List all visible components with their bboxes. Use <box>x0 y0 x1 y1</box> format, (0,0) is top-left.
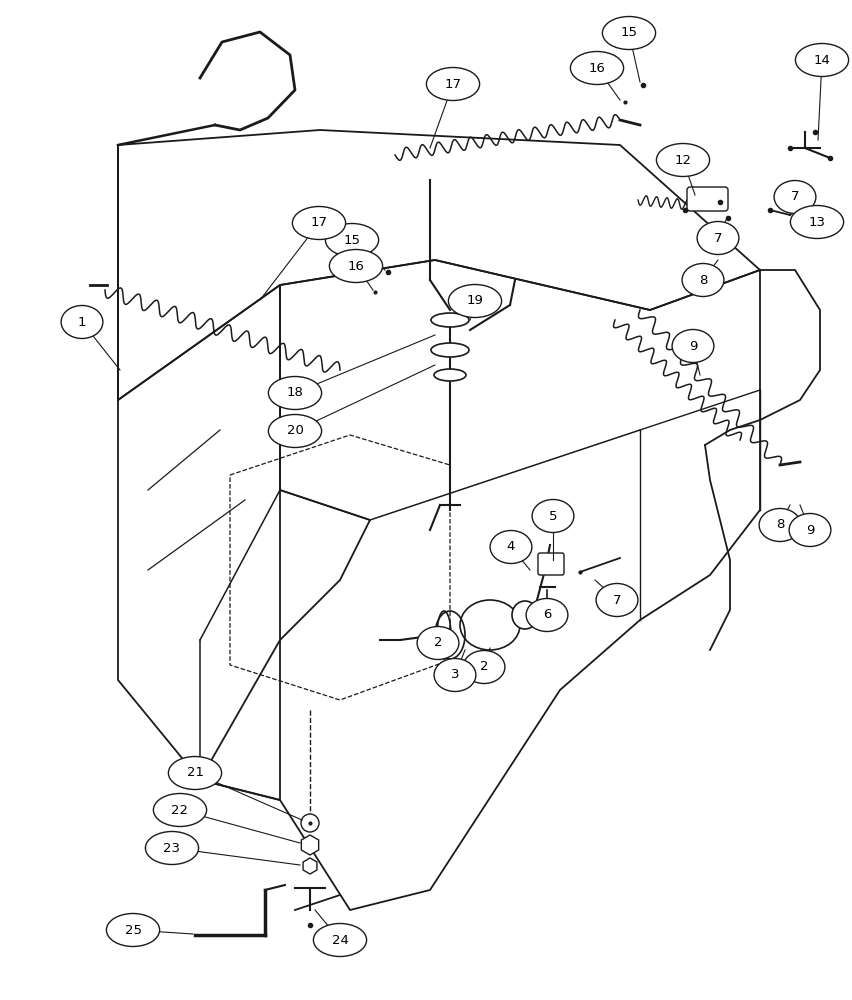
Text: 17: 17 <box>445 78 462 91</box>
Text: 7: 7 <box>791 190 799 204</box>
Text: 15: 15 <box>343 233 360 246</box>
Text: 21: 21 <box>187 766 204 780</box>
Ellipse shape <box>61 306 103 338</box>
Text: 14: 14 <box>814 53 831 66</box>
Text: 8: 8 <box>776 518 784 532</box>
Text: 7: 7 <box>613 593 621 606</box>
Text: 9: 9 <box>806 524 815 536</box>
Text: 2: 2 <box>434 637 442 650</box>
Ellipse shape <box>146 832 199 864</box>
Ellipse shape <box>490 530 532 564</box>
Ellipse shape <box>314 924 366 956</box>
Text: 25: 25 <box>124 924 141 936</box>
Text: 8: 8 <box>699 273 707 286</box>
Ellipse shape <box>682 263 724 296</box>
FancyBboxPatch shape <box>687 187 728 211</box>
Text: 19: 19 <box>467 294 483 308</box>
Ellipse shape <box>774 180 816 214</box>
Text: 24: 24 <box>331 934 348 946</box>
Text: 23: 23 <box>164 842 181 854</box>
Ellipse shape <box>602 16 655 49</box>
Text: 4: 4 <box>507 540 515 554</box>
Ellipse shape <box>463 650 505 684</box>
Ellipse shape <box>268 414 321 448</box>
Ellipse shape <box>789 514 831 546</box>
Ellipse shape <box>325 224 378 256</box>
Circle shape <box>301 814 319 832</box>
Text: 6: 6 <box>543 608 551 621</box>
Ellipse shape <box>417 626 459 660</box>
Ellipse shape <box>656 143 710 176</box>
Ellipse shape <box>431 313 469 327</box>
Text: 20: 20 <box>286 424 303 438</box>
Ellipse shape <box>431 343 469 357</box>
Text: 3: 3 <box>451 668 459 682</box>
Ellipse shape <box>268 376 321 410</box>
FancyBboxPatch shape <box>538 553 564 575</box>
Text: 7: 7 <box>714 232 722 244</box>
Text: 9: 9 <box>688 340 697 353</box>
Text: 13: 13 <box>809 216 826 229</box>
Text: 1: 1 <box>78 316 86 328</box>
Ellipse shape <box>796 43 849 77</box>
Text: 12: 12 <box>675 153 692 166</box>
Ellipse shape <box>512 601 538 629</box>
Text: 5: 5 <box>549 510 557 522</box>
Ellipse shape <box>435 658 476 692</box>
Ellipse shape <box>759 508 801 542</box>
Ellipse shape <box>292 207 346 239</box>
Ellipse shape <box>330 249 383 282</box>
Ellipse shape <box>434 369 466 381</box>
Text: 17: 17 <box>310 217 327 230</box>
Text: 15: 15 <box>620 26 637 39</box>
Ellipse shape <box>672 330 714 362</box>
Ellipse shape <box>426 68 480 101</box>
Text: 22: 22 <box>171 804 188 816</box>
Ellipse shape <box>596 584 638 616</box>
Ellipse shape <box>532 499 574 532</box>
Ellipse shape <box>791 206 843 238</box>
Text: 16: 16 <box>589 62 606 75</box>
Ellipse shape <box>570 51 624 85</box>
Ellipse shape <box>448 284 502 318</box>
Text: 2: 2 <box>480 660 488 674</box>
Ellipse shape <box>697 222 739 254</box>
Text: 16: 16 <box>348 259 365 272</box>
Ellipse shape <box>460 600 520 650</box>
Ellipse shape <box>526 598 568 632</box>
Text: 18: 18 <box>286 386 303 399</box>
Ellipse shape <box>153 794 206 826</box>
Ellipse shape <box>106 914 159 946</box>
Ellipse shape <box>169 756 222 790</box>
